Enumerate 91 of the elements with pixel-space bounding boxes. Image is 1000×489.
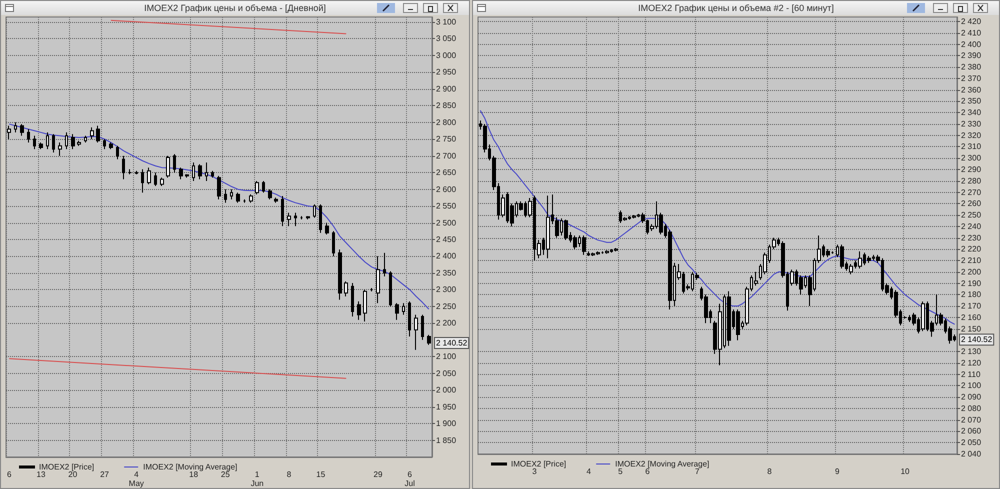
x-tick-label: 4 May [128,470,144,488]
y-tick-label: 2 250 [961,210,982,220]
y-tick-label: 2 350 [961,96,982,106]
y-tick-label: 2 300 [436,285,457,294]
y-tick-label: 2 750 [436,134,457,144]
y-tick-label: 3 000 [436,50,457,60]
x-tick-label: 6 [6,470,12,479]
y-tick-label: 2 400 [436,252,457,261]
y-tick-label: 2 650 [436,168,457,178]
y-tick-label: 2 600 [436,184,457,194]
y-tick-label: 2 160 [961,312,982,322]
x-tick-label: 13 [36,470,46,479]
y-tick-label: 2 000 [436,386,457,395]
y-tick-label: 2 360 [961,85,982,94]
legend-label: IMOEX2 [Moving Average] [615,460,710,468]
y-tick-label: 2 800 [436,118,457,127]
y-tick-label: 2 050 [436,368,457,378]
x-tick-label: 4 [586,467,592,476]
x-tick-label: 25 [220,470,230,479]
y-tick-label: 2 280 [961,176,982,186]
x-tick-label: 6 [645,467,650,476]
x-tick-label: 29 [374,470,383,479]
y-tick-label: 2 550 [436,202,457,211]
y-tick-label: 2 150 [961,324,982,334]
y-tick-label: 2 090 [961,392,982,402]
y-tick-label: 2 370 [961,74,982,83]
x-tick-label: 7 [694,467,700,476]
x-tick-label: 1 Jun [250,470,264,488]
chart-title: IMOEX2 График цены и объема - [Дневной] [1,1,469,15]
y-tick-label: 2 190 [961,278,982,288]
y-tick-label: 2 180 [961,290,982,300]
y-tick-label: 2 250 [436,302,457,311]
y-tick-label: 2 950 [436,68,457,77]
y-tick-label: 2 120 [961,358,982,368]
y-tick-label: 2 100 [961,381,982,390]
y-tick-label: 1 950 [436,402,457,412]
y-tick-label: 2 320 [961,130,982,140]
legend-label: IMOEX2 [Price] [39,462,94,472]
x-tick-label: 8 [286,470,292,479]
y-tick-label: 3 100 [436,18,457,27]
y-tick-label: 2 260 [961,199,982,208]
y-tick-label: 2 210 [961,256,982,266]
y-tick-label: 2 420 [961,17,982,26]
y-tick-label: 2 170 [961,302,982,311]
y-tick-label: 2 400 [961,40,982,49]
y-tick-label: 2 220 [961,244,982,254]
annotation: 2 140.52 [436,338,468,348]
y-tick-label: 2 850 [436,101,457,110]
x-tick-label: 10 [900,467,910,476]
y-tick-label: 2 340 [961,108,982,118]
x-tick-label: 27 [100,470,110,479]
y-tick-label: 2 200 [961,267,982,276]
y-tick-label: 2 100 [436,352,457,362]
y-tick-label: 1 900 [436,419,457,428]
x-tick-label: 20 [68,470,78,479]
y-tick-label: 2 070 [961,415,982,424]
y-tick-label: 2 900 [436,84,457,94]
y-tick-label: 2 060 [961,426,982,436]
y-tick-label: 3 050 [436,34,457,44]
legend-label: IMOEX2 [Price] [511,460,566,468]
y-tick-label: 2 230 [961,233,982,242]
y-tick-label: 2 300 [961,154,982,163]
x-tick-label: 8 [767,467,772,476]
y-tick-label: 2 270 [961,188,982,197]
y-tick-label: 2 390 [961,51,982,60]
y-tick-label: 2 130 [961,347,982,356]
x-tick-label: 6 Jul [404,470,416,488]
x-tick-label: 3 [532,467,538,476]
y-tick-label: 2 410 [961,28,982,38]
y-tick-label: 2 500 [436,218,457,228]
x-tick-label: 5 [618,467,624,476]
y-tick-label: 2 700 [436,151,457,160]
y-tick-label: 2 310 [961,142,982,152]
chart-title: IMOEX2 График цены и объема #2 - [60 минут] [473,1,999,15]
legend-label: IMOEX2 [Moving Average] [143,462,238,472]
y-tick-label: 2 050 [961,438,982,448]
y-tick-label: 1 850 [436,436,457,445]
y-tick-label: 2 290 [961,164,982,174]
y-tick-label: 2 080 [961,404,982,413]
x-tick-label: 18 [189,470,199,479]
y-tick-label: 2 200 [436,318,457,328]
x-tick-label: 9 [835,467,840,476]
y-tick-label: 2 110 [961,370,981,379]
y-tick-label: 2 450 [436,235,457,244]
y-tick-label: 2 350 [436,268,457,278]
y-tick-label: 2 240 [961,222,982,231]
y-tick-label: 2 330 [961,119,982,128]
x-tick-label: 15 [316,470,326,479]
annotation: 2 140.52 [961,335,993,344]
y-tick-label: 2 380 [961,62,982,72]
y-tick-label: 2 040 [961,450,982,458]
